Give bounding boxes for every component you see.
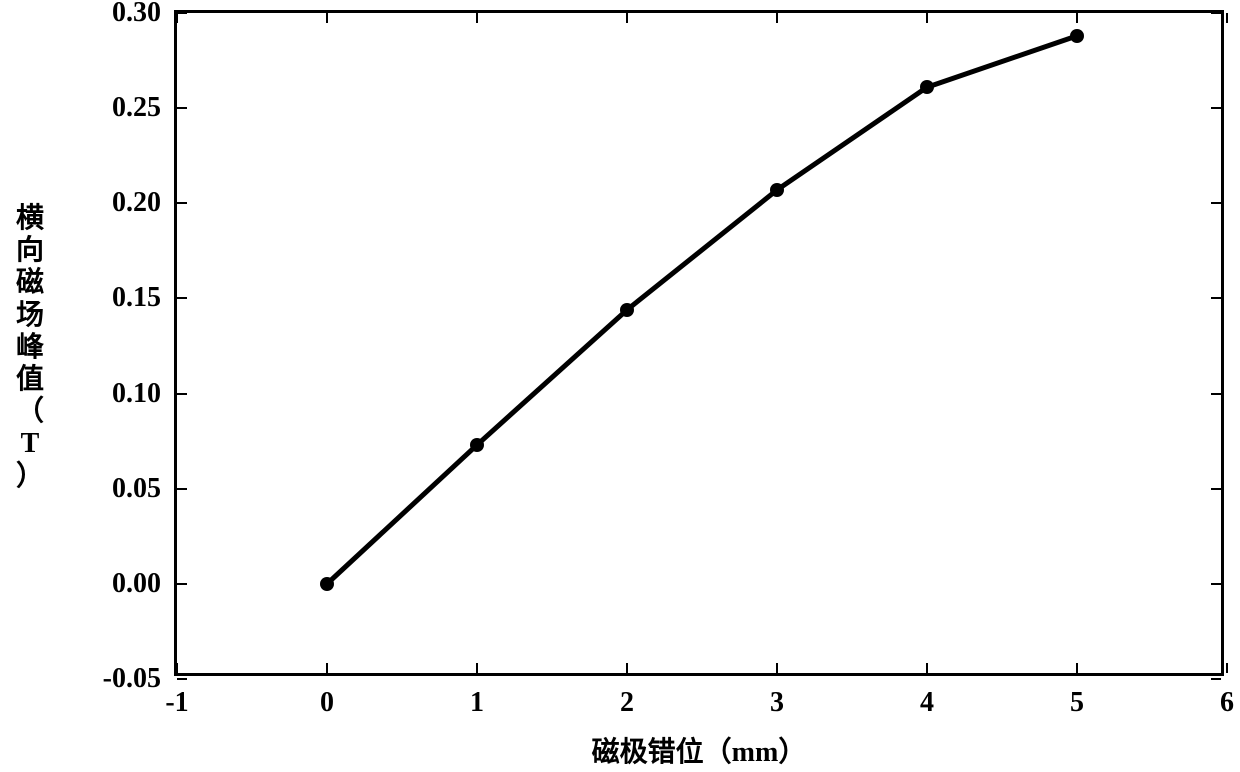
x-tick-top — [1226, 13, 1228, 23]
y-axis-label: 横向磁场峰值（T） — [12, 203, 48, 493]
y-tick-label: 0.20 — [112, 187, 161, 219]
y-tick-right — [1211, 678, 1221, 680]
figure: -1 0 1 2 3 4 5 6 -0.05 0.00 0.05 0.10 0.15 0.20 0.25 0.… — [0, 0, 1240, 772]
x-tick-top — [626, 13, 628, 23]
y-tick-right — [1211, 583, 1221, 585]
y-tick — [177, 297, 187, 299]
x-tick — [476, 663, 478, 673]
data-point — [920, 80, 934, 94]
data-point — [1070, 29, 1084, 43]
x-tick-label: -1 — [165, 687, 188, 719]
y-tick — [177, 107, 187, 109]
data-point — [320, 577, 334, 591]
data-point — [770, 183, 784, 197]
y-tick-label: 0.15 — [112, 282, 161, 314]
y-tick-label: -0.05 — [103, 663, 161, 695]
x-tick-label: 5 — [1070, 687, 1084, 719]
x-tick-label: 3 — [770, 687, 784, 719]
x-tick — [326, 663, 328, 673]
data-point — [620, 303, 634, 317]
y-tick-right — [1211, 297, 1221, 299]
y-tick-right — [1211, 107, 1221, 109]
x-tick-label: 0 — [320, 687, 334, 719]
y-tick-right — [1211, 488, 1221, 490]
y-tick-right — [1211, 12, 1221, 14]
x-axis-label: 磁极错位（mm） — [592, 730, 807, 770]
y-tick-label: 0.25 — [112, 92, 161, 124]
plot-area: -10123456-0.050.000.050.100.150.200.250.… — [174, 10, 1224, 676]
x-tick-top — [176, 13, 178, 23]
x-tick-top — [926, 13, 928, 23]
y-tick-label: 0.10 — [112, 378, 161, 410]
x-tick-label: 1 — [470, 687, 484, 719]
data-point — [470, 438, 484, 452]
y-tick — [177, 583, 187, 585]
y-tick — [177, 393, 187, 395]
y-tick — [177, 678, 187, 680]
x-tick — [776, 663, 778, 673]
x-tick-top — [1076, 13, 1078, 23]
y-tick — [177, 202, 187, 204]
x-tick-label: 4 — [920, 687, 934, 719]
x-tick-top — [326, 13, 328, 23]
x-tick — [1226, 663, 1228, 673]
x-tick — [1076, 663, 1078, 673]
y-tick — [177, 488, 187, 490]
y-tick-label: 0.30 — [112, 0, 161, 29]
x-tick — [926, 663, 928, 673]
y-tick-right — [1211, 393, 1221, 395]
series-line — [177, 13, 1227, 679]
x-tick — [626, 663, 628, 673]
y-tick-right — [1211, 202, 1221, 204]
y-tick-label: 0.05 — [112, 473, 161, 505]
x-tick — [176, 663, 178, 673]
x-tick-label: 2 — [620, 687, 634, 719]
x-tick-label: 6 — [1220, 687, 1234, 719]
x-tick-top — [476, 13, 478, 23]
y-tick-label: 0.00 — [112, 568, 161, 600]
x-tick-top — [776, 13, 778, 23]
y-tick — [177, 12, 187, 14]
